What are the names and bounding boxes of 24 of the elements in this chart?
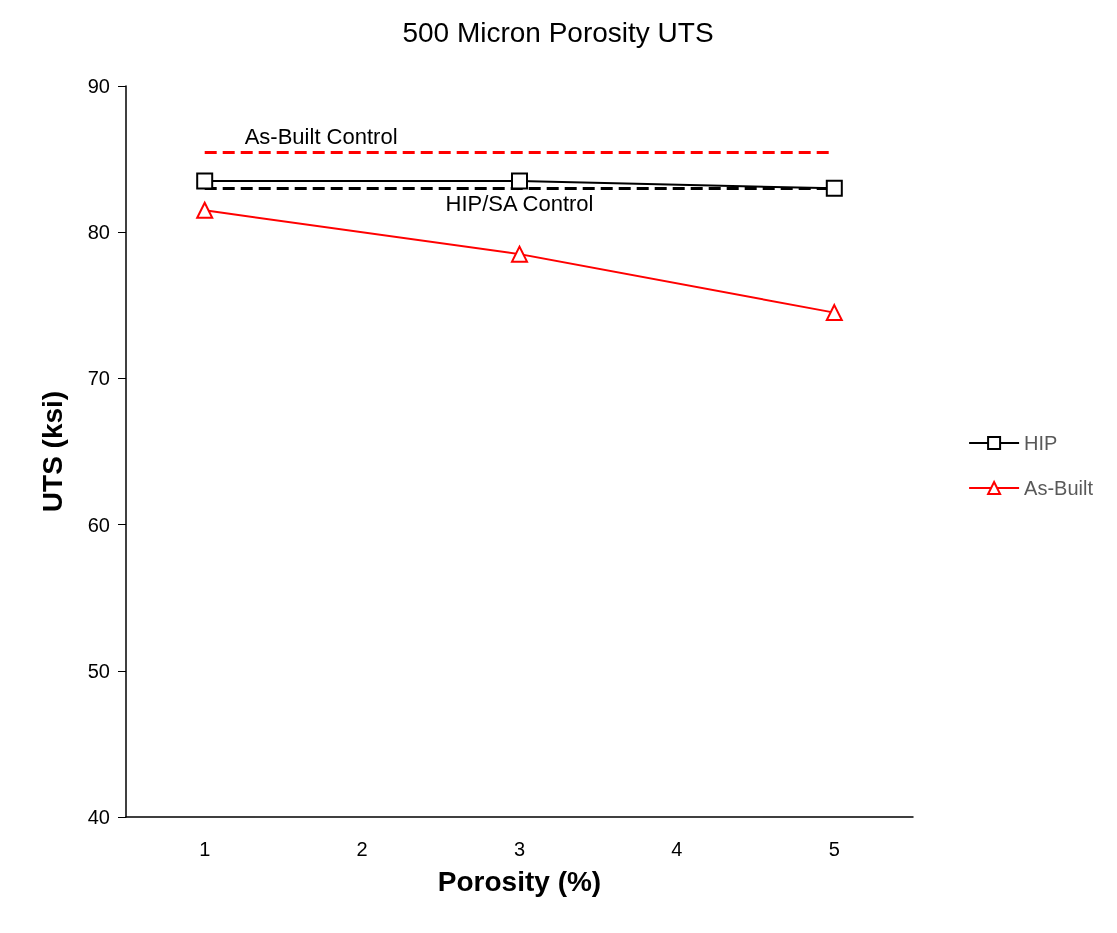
point — [511, 245, 528, 263]
x-tick-label: 3 — [513, 838, 526, 860]
point — [825, 304, 843, 322]
x-tick-label: 4 — [671, 838, 683, 860]
legend-label: As-Built — [1024, 477, 1094, 499]
y-tick-label: 70 — [87, 367, 110, 390]
y-axis-title: UTS (ksi) — [36, 390, 68, 513]
y-tick-label: 60 — [87, 513, 110, 536]
x-tick-label: 5 — [828, 838, 840, 860]
x-tick-label: 2 — [356, 838, 368, 860]
legend-label: HIP — [1024, 432, 1058, 454]
x-tick-label: 1 — [199, 838, 211, 860]
point — [196, 172, 214, 190]
point — [196, 201, 214, 219]
y-tick-label: 80 — [87, 221, 110, 244]
y-tick-label: 40 — [87, 806, 110, 828]
point — [511, 172, 528, 190]
ref-line-label: As-Built Control — [244, 124, 398, 150]
y-tick-label: 50 — [87, 659, 110, 682]
y-tick-label: 90 — [87, 75, 110, 97]
x-axis-title: Porosity (%) — [437, 865, 602, 897]
ref-line-label: HIP/SA Control — [445, 190, 594, 216]
chart-title: 500 Micron Porosity UTS — [402, 16, 714, 48]
point — [825, 179, 843, 197]
